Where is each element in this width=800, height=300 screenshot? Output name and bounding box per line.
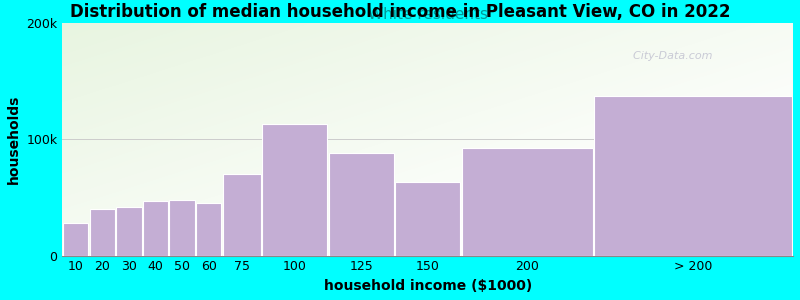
Text: City-Data.com: City-Data.com [626, 51, 712, 61]
Bar [143, 201, 168, 256]
Bar [116, 207, 142, 256]
Bar [462, 148, 593, 256]
Text: Distribution of median household income in Pleasant View, CO in 2022: Distribution of median household income … [70, 3, 730, 21]
Title: White residents: White residents [368, 7, 488, 22]
Y-axis label: households: households [7, 95, 21, 184]
Bar [222, 174, 261, 256]
Bar [594, 96, 792, 256]
Bar [395, 182, 460, 256]
Bar [90, 209, 115, 256]
X-axis label: household income ($1000): household income ($1000) [324, 279, 532, 293]
Bar [262, 124, 327, 256]
Bar [329, 153, 394, 256]
Bar [170, 200, 194, 256]
Bar [196, 203, 222, 256]
Bar [63, 223, 88, 256]
